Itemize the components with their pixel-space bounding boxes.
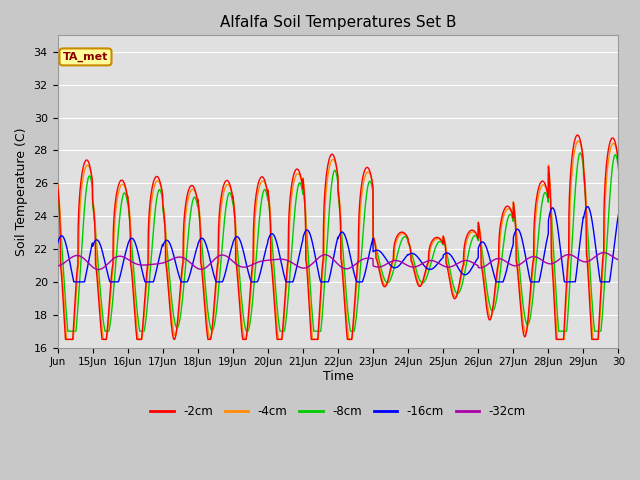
Title: Alfalfa Soil Temperatures Set B: Alfalfa Soil Temperatures Set B — [220, 15, 456, 30]
Y-axis label: Soil Temperature (C): Soil Temperature (C) — [15, 127, 28, 256]
Text: TA_met: TA_met — [63, 52, 108, 62]
X-axis label: Time: Time — [323, 370, 353, 383]
Legend: -2cm, -4cm, -8cm, -16cm, -32cm: -2cm, -4cm, -8cm, -16cm, -32cm — [145, 400, 531, 423]
